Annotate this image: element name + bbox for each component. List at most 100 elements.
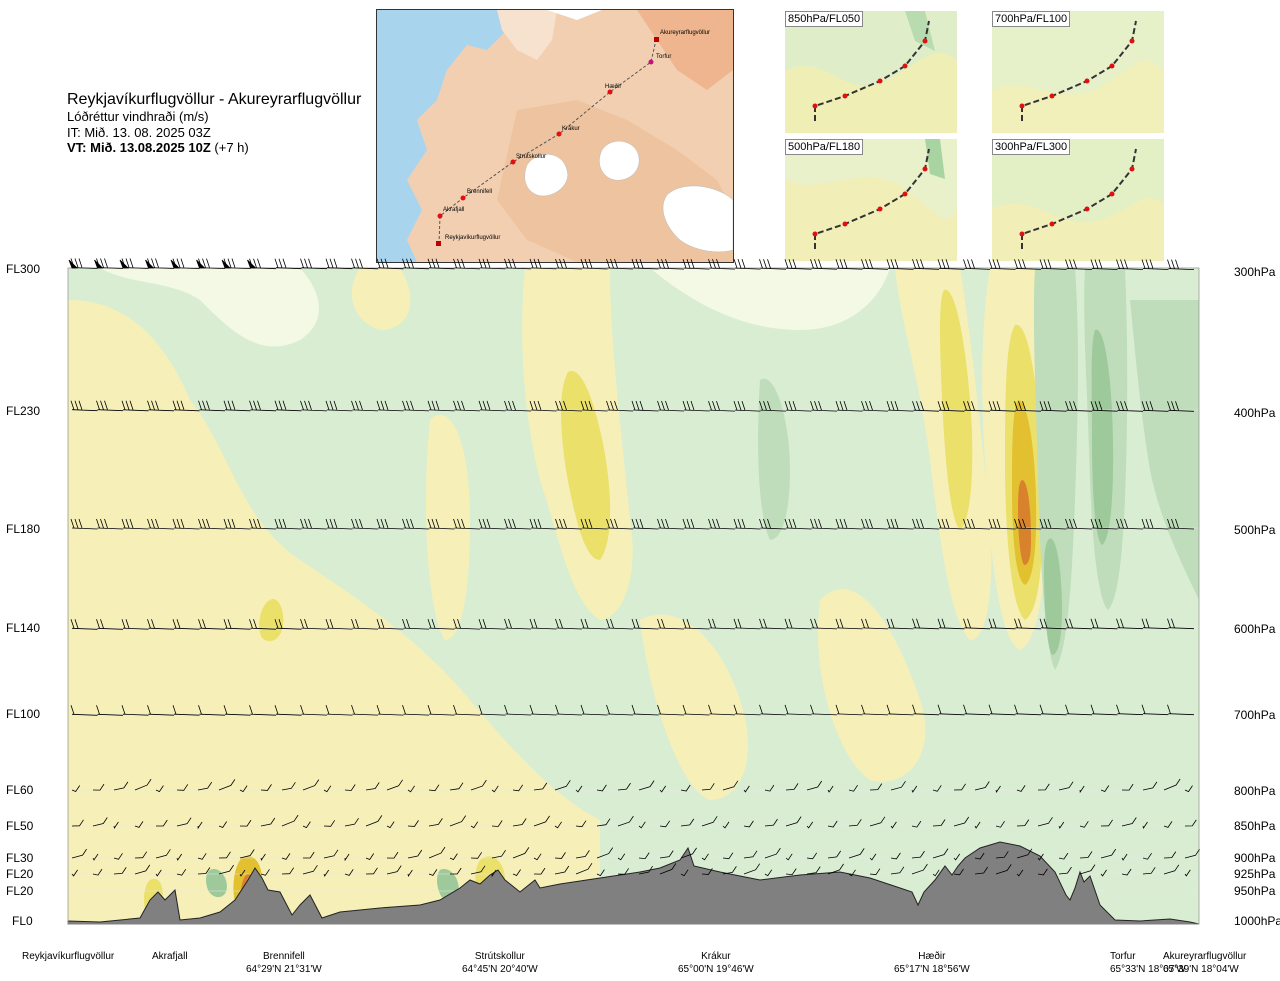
wind-barb xyxy=(121,619,149,630)
wind-barb xyxy=(554,780,571,791)
wind-barb xyxy=(708,618,736,630)
wind-barb xyxy=(1121,853,1128,861)
wind-barb xyxy=(529,258,557,270)
wind-barb xyxy=(70,518,98,530)
wind-barb xyxy=(70,705,98,716)
wind-barb xyxy=(617,782,631,791)
wind-barb xyxy=(974,866,989,875)
wind-barb xyxy=(743,863,761,875)
wind-barb xyxy=(376,618,404,630)
wind-barb xyxy=(682,704,710,716)
wind-barb xyxy=(988,401,1016,412)
wind-barb xyxy=(478,258,506,270)
wind-barb xyxy=(1163,864,1180,875)
wind-barb xyxy=(1058,821,1065,829)
wind-barb xyxy=(988,618,1016,630)
wind-barb xyxy=(533,867,546,875)
wind-barb xyxy=(995,785,1001,793)
location-akureyri: Akureyrarflugvöllur 65°39'N 18°04'W xyxy=(1163,951,1246,976)
wind-barb xyxy=(596,818,611,827)
fl-label-140: FL140 xyxy=(6,621,41,635)
wind-barb xyxy=(1121,868,1132,876)
wind-barb xyxy=(784,618,812,630)
wind-barb xyxy=(963,259,991,270)
wind-barb-pennant xyxy=(170,259,180,269)
minimap-500-label: 500hPa/FL180 xyxy=(785,139,864,155)
wind-barb xyxy=(733,704,761,716)
wind-barb xyxy=(861,259,889,270)
wind-barb xyxy=(386,779,403,791)
wind-barb xyxy=(827,850,842,859)
minimap-700: 700hPa/FL100 xyxy=(992,11,1164,133)
wind-barb xyxy=(708,258,736,270)
wind-barb xyxy=(708,704,736,716)
wind-barb xyxy=(407,785,415,793)
wind-barb xyxy=(172,619,200,630)
wind-barb xyxy=(606,400,634,412)
wind-barb xyxy=(580,518,608,530)
wind-barb xyxy=(70,400,98,412)
minimap-300-svg xyxy=(992,139,1164,261)
wind-barb xyxy=(974,852,985,860)
fl-label-60: FL60 xyxy=(6,783,34,797)
wind-barb xyxy=(386,821,395,829)
wind-barb xyxy=(96,705,124,716)
wind-barb xyxy=(784,259,812,270)
wind-barb xyxy=(155,869,162,877)
wind-barb xyxy=(682,518,710,530)
wind-barb xyxy=(701,853,709,861)
wind-barb xyxy=(911,863,928,875)
wind-barb xyxy=(303,851,315,859)
wind-barb xyxy=(995,820,1005,828)
wind-barb xyxy=(300,704,328,716)
wind-barb xyxy=(249,400,277,412)
wind-barb xyxy=(580,704,608,716)
wind-barb xyxy=(764,869,773,877)
wind-barb xyxy=(1079,851,1093,859)
wind-barb xyxy=(402,704,430,716)
wind-barb xyxy=(911,785,918,793)
location-name: Akureyrarflugvöllur xyxy=(1163,951,1247,962)
wind-barb xyxy=(176,853,183,861)
wind-barb xyxy=(113,781,129,791)
wind-barb xyxy=(911,820,922,828)
wind-barb xyxy=(113,867,127,875)
wind-barb xyxy=(71,819,84,827)
wind-barb xyxy=(932,785,942,792)
wind-barb xyxy=(912,618,940,630)
location-name: Reykjavíkurflugvöllur xyxy=(22,951,115,962)
wind-barb xyxy=(810,259,838,270)
wind-barb xyxy=(806,866,821,875)
minimap-700-label: 700hPa/FL100 xyxy=(992,11,1071,27)
wind-barb xyxy=(470,821,479,829)
wind-barb xyxy=(806,821,814,829)
wind-barb xyxy=(848,869,856,877)
wind-barb xyxy=(1141,704,1169,716)
wind-barb xyxy=(1167,518,1195,530)
wind-barb xyxy=(911,850,925,859)
wind-barb xyxy=(134,778,152,791)
wind-barb xyxy=(376,258,404,270)
wind-barb xyxy=(848,784,858,792)
fl-label-100: FL100 xyxy=(6,707,41,721)
wind-barb xyxy=(596,869,605,877)
fl-label-20b: FL20 xyxy=(6,884,34,898)
wind-barb xyxy=(300,518,328,530)
hpa-label-500: 500hPa xyxy=(1234,523,1276,537)
wind-barb xyxy=(784,400,812,412)
wind-barb xyxy=(223,619,251,630)
wind-barb xyxy=(806,780,823,791)
wind-barb xyxy=(325,704,353,716)
wind-barb xyxy=(504,518,532,530)
wind-barb-pennant xyxy=(221,259,231,269)
wind-barb xyxy=(638,780,655,791)
wind-barb xyxy=(274,400,302,412)
fl-label-20a: FL20 xyxy=(6,867,34,881)
wind-barb xyxy=(260,784,272,791)
wind-barb-pennant xyxy=(145,259,155,269)
location-brennifell: Brennifell 64°29'N 21°31'W xyxy=(246,951,322,976)
wind-barb xyxy=(386,851,399,859)
wind-barb xyxy=(937,618,965,630)
wind-barb xyxy=(1142,852,1152,860)
wind-barb xyxy=(555,704,583,716)
